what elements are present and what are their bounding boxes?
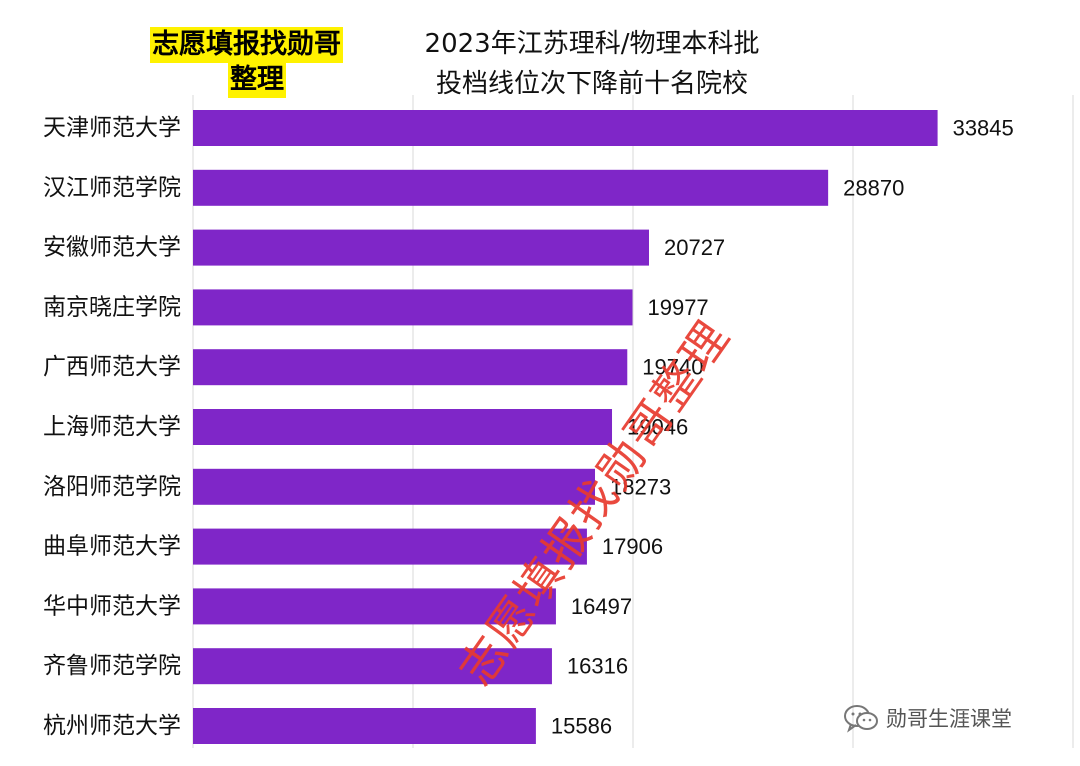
- category-label: 曲阜师范大学: [43, 534, 181, 560]
- bar: [193, 409, 613, 445]
- chart-title-line2: 投档线位次下降前十名院校: [435, 69, 748, 99]
- bar: [193, 588, 556, 625]
- category-label: 杭州师范大学: [43, 713, 181, 739]
- category-label: 洛阳师范学院: [43, 474, 181, 500]
- data-label: 17906: [602, 534, 663, 559]
- bar: [193, 708, 536, 744]
- bar: [193, 528, 587, 565]
- category-label: 天津师范大学: [43, 115, 181, 141]
- bar: [193, 468, 596, 505]
- data-label: 18273: [610, 474, 671, 499]
- data-label: 19740: [642, 355, 703, 380]
- bar: [193, 169, 829, 206]
- data-label: 28870: [843, 175, 904, 200]
- category-label: 华中师范大学: [43, 593, 181, 619]
- data-label: 15586: [551, 714, 612, 739]
- bar: [193, 110, 938, 146]
- badge-title-line2: 整理: [228, 62, 286, 98]
- bar: [193, 289, 633, 326]
- data-label: 20727: [664, 235, 725, 260]
- bar: [193, 349, 628, 386]
- category-label: 南京晓庄学院: [43, 294, 181, 320]
- category-label: 汉江师范学院: [43, 175, 181, 201]
- chart-title: 2023年江苏理科/物理本科批 投档线位次下降前十名院校: [392, 24, 792, 104]
- bar: [193, 648, 552, 685]
- bar: [193, 229, 649, 266]
- category-label: 上海师范大学: [43, 414, 181, 440]
- wechat-icon: [844, 705, 878, 733]
- data-label: 16497: [571, 594, 632, 619]
- chart-title-line1: 2023年江苏理科/物理本科批: [424, 29, 760, 59]
- category-label: 广西师范大学: [43, 354, 181, 380]
- source-label: 勋哥生涯课堂: [886, 707, 1012, 731]
- category-label: 齐鲁师范学院: [43, 653, 181, 679]
- data-label: 19046: [627, 415, 688, 440]
- data-label: 19977: [647, 295, 708, 320]
- data-label: 16316: [567, 654, 628, 679]
- badge-title-line1: 志愿填报找勋哥: [150, 27, 343, 63]
- data-label: 33845: [953, 116, 1014, 141]
- category-label: 安徽师范大学: [43, 235, 181, 261]
- source-credit: 勋哥生涯课堂: [842, 700, 1012, 736]
